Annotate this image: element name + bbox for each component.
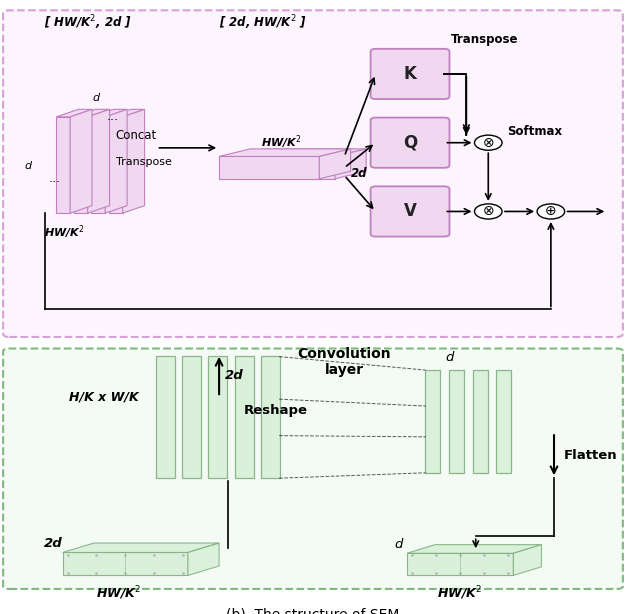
Text: [ 2d, HW/K$^2$ ]: [ 2d, HW/K$^2$ ] — [219, 13, 307, 32]
Text: 2d: 2d — [225, 369, 244, 382]
Text: (a)  The structure of CWSA: (a) The structure of CWSA — [220, 354, 406, 368]
Text: H/K x W/K: H/K x W/K — [69, 391, 138, 403]
Polygon shape — [109, 109, 145, 117]
Polygon shape — [74, 109, 110, 117]
Text: HW/K$^2$: HW/K$^2$ — [438, 585, 483, 602]
Text: 2d: 2d — [44, 537, 63, 550]
Text: ⊗: ⊗ — [483, 204, 494, 219]
Polygon shape — [513, 545, 541, 575]
Circle shape — [475, 204, 502, 219]
Polygon shape — [88, 109, 110, 213]
FancyBboxPatch shape — [473, 370, 488, 473]
Text: HW/K$^2$: HW/K$^2$ — [96, 585, 141, 602]
FancyBboxPatch shape — [371, 49, 449, 99]
Circle shape — [537, 204, 565, 219]
Text: Convolution
layer: Convolution layer — [297, 347, 391, 378]
FancyBboxPatch shape — [261, 356, 280, 478]
Polygon shape — [123, 109, 145, 213]
Polygon shape — [109, 117, 123, 213]
Polygon shape — [319, 149, 351, 179]
Text: 2d: 2d — [351, 167, 367, 180]
Text: Concat: Concat — [116, 130, 157, 142]
Text: V: V — [404, 203, 416, 220]
FancyBboxPatch shape — [3, 349, 623, 589]
Polygon shape — [235, 157, 335, 179]
Text: $d$: $d$ — [24, 159, 33, 171]
FancyBboxPatch shape — [182, 356, 201, 478]
Text: $d$: $d$ — [93, 91, 101, 103]
FancyBboxPatch shape — [496, 370, 511, 473]
FancyBboxPatch shape — [156, 356, 175, 478]
Polygon shape — [219, 149, 351, 157]
Circle shape — [475, 135, 502, 150]
Polygon shape — [70, 109, 92, 213]
Text: ⊕: ⊕ — [545, 204, 557, 219]
Text: Flatten: Flatten — [563, 449, 617, 462]
Text: K: K — [404, 65, 416, 83]
FancyBboxPatch shape — [425, 370, 440, 473]
FancyBboxPatch shape — [208, 356, 227, 478]
FancyBboxPatch shape — [3, 10, 623, 337]
Text: $d$: $d$ — [394, 537, 405, 551]
Text: HW/K$^2$: HW/K$^2$ — [262, 134, 302, 151]
Polygon shape — [63, 543, 219, 553]
FancyBboxPatch shape — [371, 118, 449, 168]
Polygon shape — [91, 117, 105, 213]
Polygon shape — [56, 109, 92, 117]
Polygon shape — [235, 149, 366, 157]
Polygon shape — [91, 109, 127, 117]
Polygon shape — [219, 157, 319, 179]
Polygon shape — [407, 553, 513, 575]
Polygon shape — [63, 553, 188, 575]
Text: ⊗: ⊗ — [483, 136, 494, 150]
Text: ...: ... — [49, 173, 61, 185]
Polygon shape — [188, 543, 219, 575]
Text: (b)  The structure of SEM: (b) The structure of SEM — [227, 608, 399, 614]
Text: Q: Q — [403, 134, 417, 152]
Text: [ HW/K$^2$, 2d ]: [ HW/K$^2$, 2d ] — [44, 13, 132, 32]
Polygon shape — [407, 545, 541, 553]
Text: $d$: $d$ — [446, 349, 456, 363]
FancyBboxPatch shape — [449, 370, 464, 473]
Text: Transpose: Transpose — [451, 33, 518, 47]
Text: ...: ... — [106, 111, 119, 123]
Polygon shape — [56, 117, 70, 213]
Text: Reshape: Reshape — [244, 404, 308, 417]
FancyBboxPatch shape — [235, 356, 254, 478]
Polygon shape — [105, 109, 127, 213]
Text: HW/K$^2$: HW/K$^2$ — [44, 223, 85, 241]
Polygon shape — [335, 149, 366, 179]
Text: Softmax: Softmax — [507, 125, 562, 138]
Text: Transpose: Transpose — [116, 157, 172, 166]
FancyBboxPatch shape — [371, 187, 449, 236]
Polygon shape — [74, 117, 88, 213]
